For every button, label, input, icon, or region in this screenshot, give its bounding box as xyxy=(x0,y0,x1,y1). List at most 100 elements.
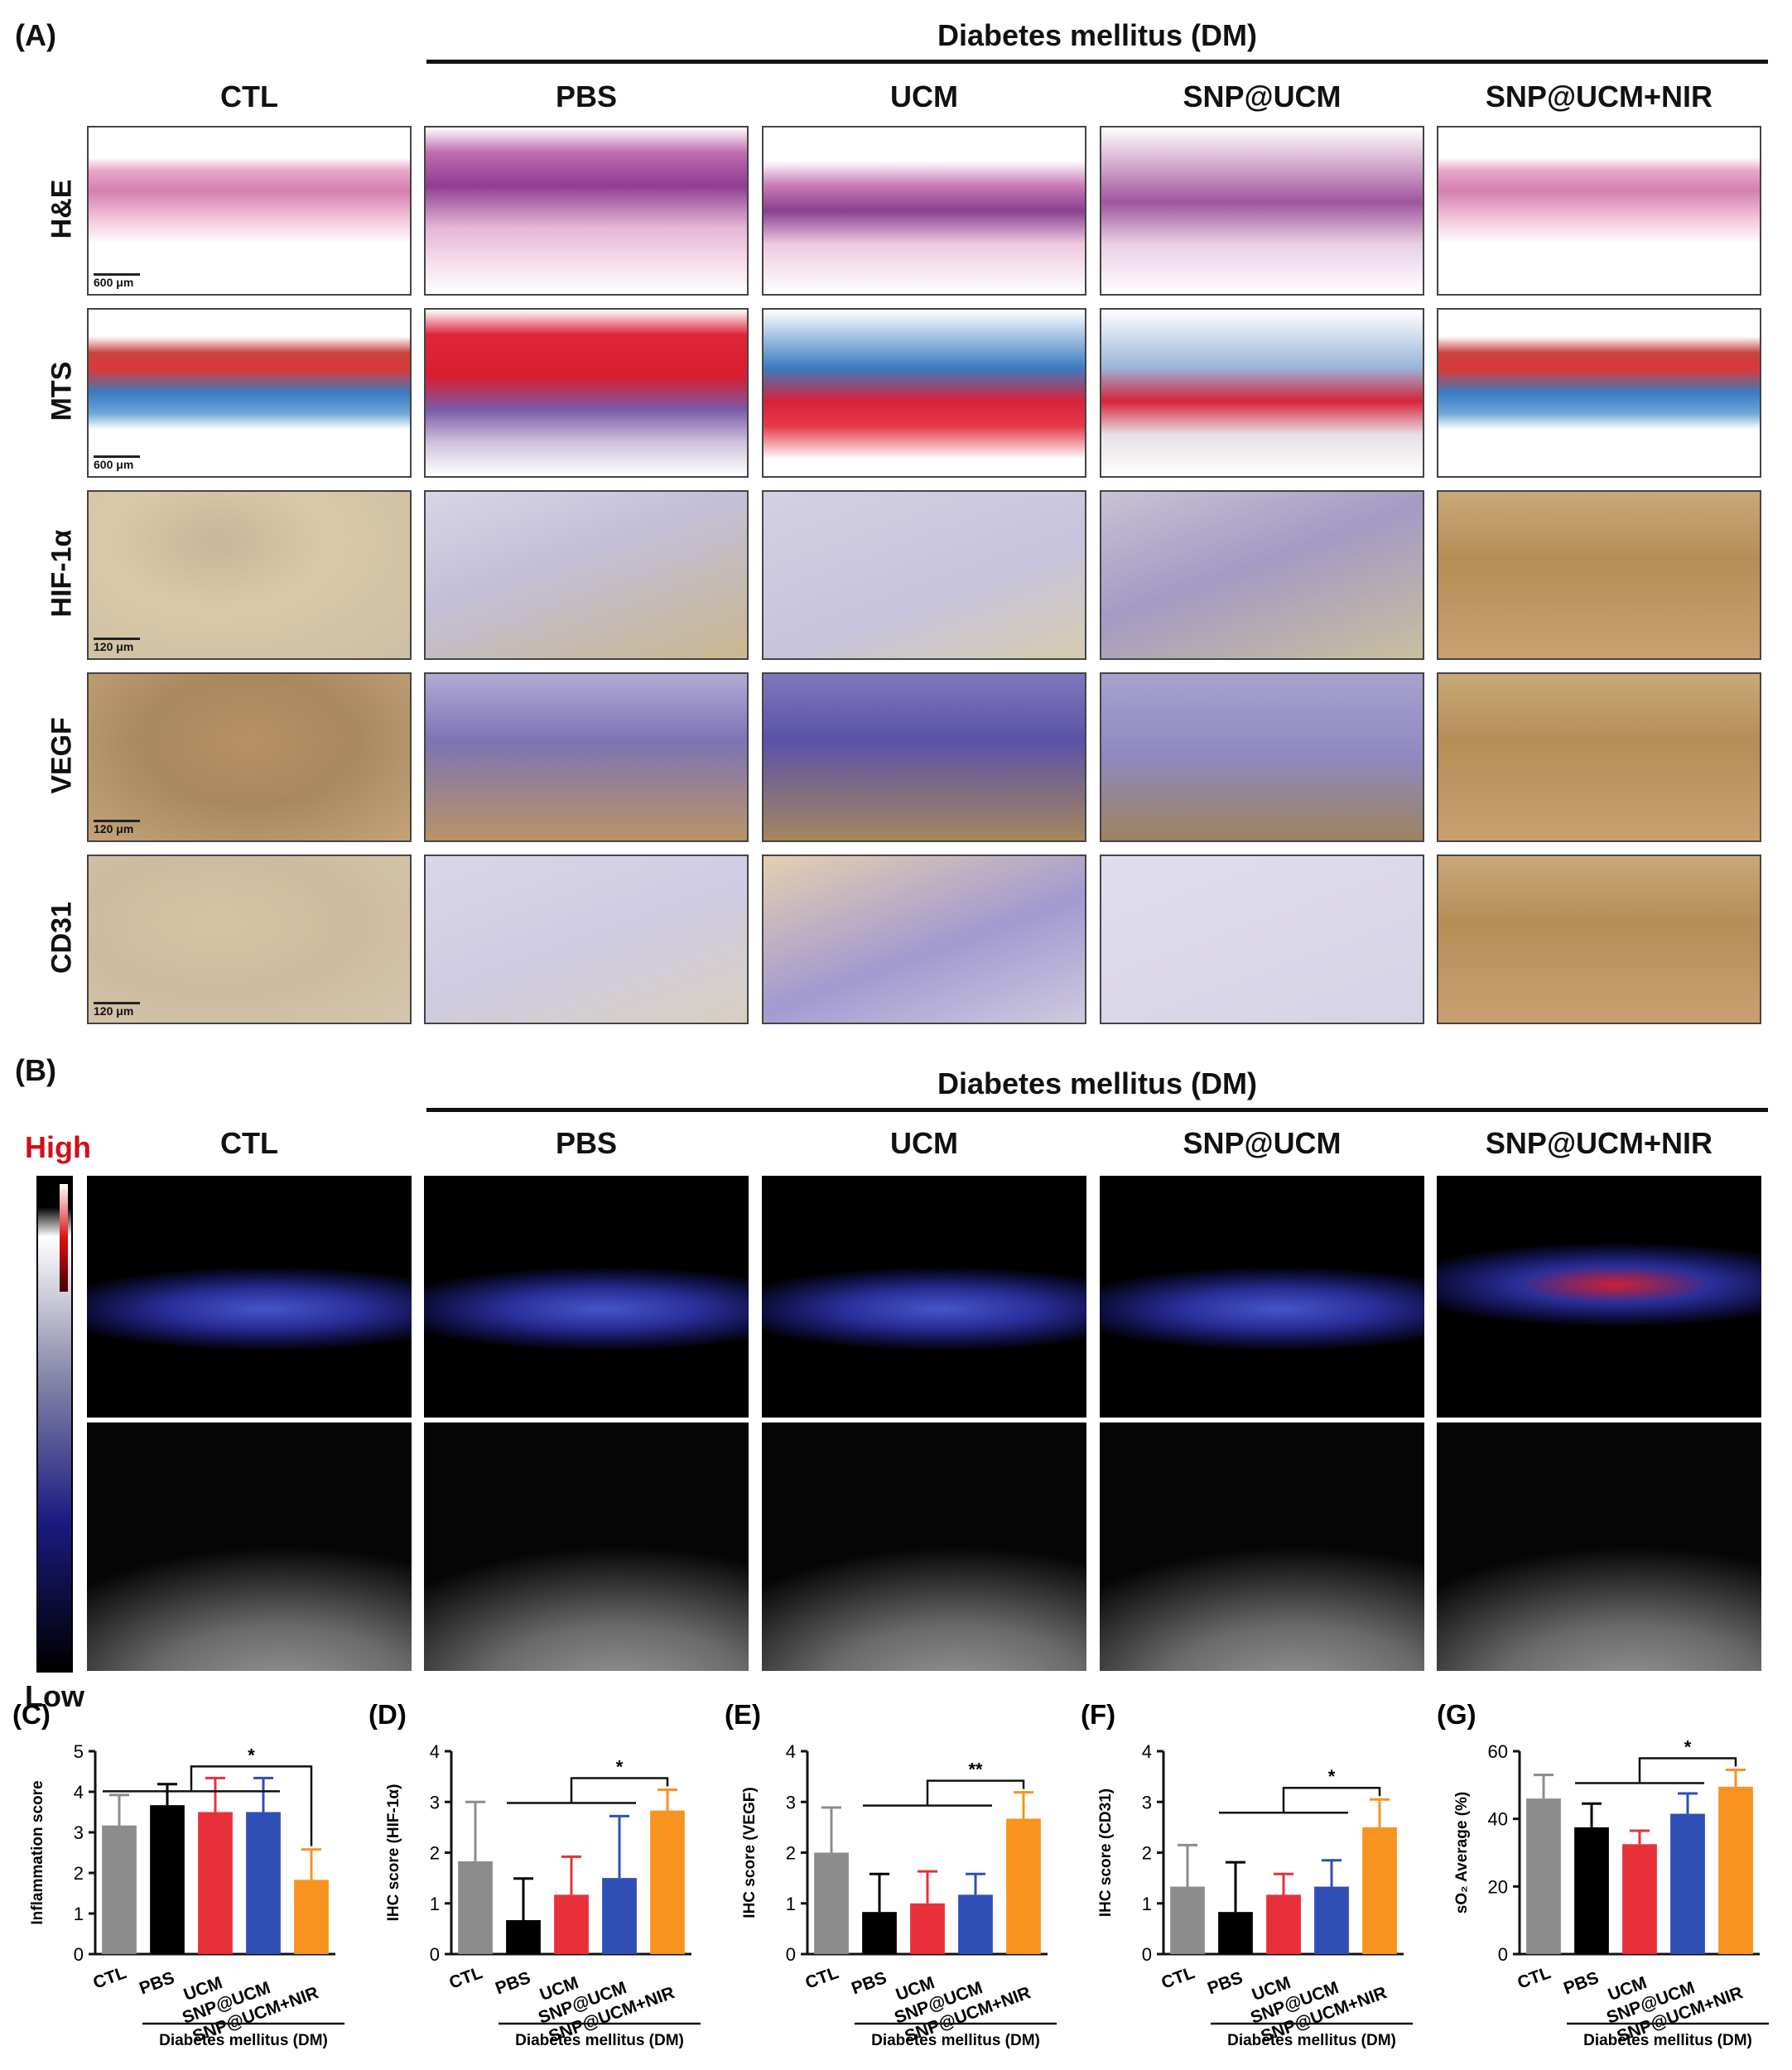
photoacoustic-image-snp-ucm xyxy=(1100,1176,1424,1418)
y-tick-label: 3 xyxy=(1142,1792,1152,1812)
panel-b-column-ucm: UCM xyxy=(890,1126,958,1160)
scale-bar-label: 600 μm xyxy=(94,458,134,471)
micrograph-cd31-snp-ucm-nir xyxy=(1437,854,1761,1024)
bar-pbs xyxy=(862,1912,897,1954)
bar-ucm xyxy=(554,1894,589,1954)
colorbar-low-label: Low xyxy=(25,1679,84,1713)
panel-a-label: (A) xyxy=(15,18,56,52)
significance-marker: * xyxy=(1328,1766,1336,1787)
y-axis-label: IHC score (CD31) xyxy=(1097,1788,1115,1917)
x-tick-label: CTL xyxy=(90,1963,128,1993)
micrograph-vegf-snp-ucm xyxy=(1100,672,1424,842)
dm-group-label: Diabetes mellitus (DM) xyxy=(515,2032,684,2049)
y-tick-label: 1 xyxy=(1142,1894,1152,1914)
significance-bracket xyxy=(1638,1757,1737,1784)
y-axis-label: sO₂ Average (%) xyxy=(1453,1792,1471,1914)
bar-pbs xyxy=(1574,1827,1609,1954)
ultrasound-image-snp-ucm xyxy=(1100,1423,1424,1671)
photoacoustic-image-pbs xyxy=(424,1176,749,1418)
micrograph-h-e-pbs xyxy=(424,126,749,296)
bar-ctl xyxy=(102,1825,137,1954)
micrograph-vegf-snp-ucm-nir xyxy=(1437,672,1761,842)
micrograph-vegf-pbs xyxy=(424,672,749,842)
y-tick-label: 4 xyxy=(1142,1741,1152,1762)
y-tick-label: 1 xyxy=(786,1894,796,1914)
panel-a-group-title: Diabetes mellitus (DM) xyxy=(937,18,1258,52)
x-tick-label: CTL xyxy=(1515,1963,1553,1993)
panel-b-column-snp-ucm: SNP@UCM xyxy=(1183,1126,1342,1160)
y-tick-label: 40 xyxy=(1488,1809,1508,1830)
bar-pbs xyxy=(150,1805,185,1954)
x-tick-label: CTL xyxy=(446,1963,484,1993)
colorbar xyxy=(36,1176,73,1673)
significance-bracket xyxy=(190,1765,313,1846)
y-tick-label: 0 xyxy=(430,1944,440,1965)
bar-snp-ucm xyxy=(1314,1886,1349,1954)
micrograph-mts-snp-ucm xyxy=(1100,308,1424,478)
scale-bar xyxy=(94,820,140,822)
panel-b-column-ctl: CTL xyxy=(220,1126,278,1160)
scale-bar-label: 120 μm xyxy=(94,640,134,653)
micrograph-hif-1-ucm xyxy=(762,490,1086,660)
micrograph-h-e-snp-ucm xyxy=(1100,126,1424,296)
panel-a-row-label-mts: MTS xyxy=(46,361,78,421)
panel-a-row-label-hif-1: HIF-1α xyxy=(46,529,78,617)
y-tick-label: 2 xyxy=(430,1843,440,1864)
chart-panel-label: (F) xyxy=(1081,1699,1115,1730)
y-tick-label: 1 xyxy=(74,1904,84,1924)
y-tick-label: 0 xyxy=(1142,1944,1152,1965)
y-axis-label: IHC score (VEGF) xyxy=(741,1787,759,1918)
photoacoustic-image-ucm xyxy=(762,1176,1086,1418)
y-tick-label: 5 xyxy=(74,1741,84,1762)
significance-bracket xyxy=(570,1777,669,1803)
panel-b-label: (B) xyxy=(15,1053,56,1087)
bar-ucm xyxy=(910,1903,945,1954)
y-tick-label: 3 xyxy=(430,1792,440,1812)
micrograph-hif-1-snp-ucm-nir xyxy=(1437,490,1761,660)
micrograph-hif-1-pbs xyxy=(424,490,749,660)
y-tick-label: 4 xyxy=(786,1741,796,1762)
bar-snp-ucm-nir xyxy=(294,1880,329,1954)
micrograph-mts-ucm xyxy=(762,308,1086,478)
scale-bar-label: 120 μm xyxy=(94,822,134,835)
bar-snp-ucm-nir xyxy=(1718,1786,1753,1954)
panel-b-column-pbs: PBS xyxy=(555,1126,618,1160)
dm-group-label: Diabetes mellitus (DM) xyxy=(1227,2032,1396,2049)
y-tick-label: 3 xyxy=(74,1822,84,1843)
panel-a-row-label-h-e: H&E xyxy=(46,179,78,238)
panel-a-column-ctl: CTL xyxy=(220,79,278,113)
bar-ucm xyxy=(198,1812,233,1954)
significance-marker: * xyxy=(616,1757,624,1778)
panel-a-row-label-vegf: VEGF xyxy=(46,716,78,794)
bar-snp-ucm xyxy=(958,1894,993,1954)
panel-a-column-ucm: UCM xyxy=(890,79,958,113)
micrograph-cd31-ucm xyxy=(762,854,1086,1024)
micrograph-hif-1-snp-ucm xyxy=(1100,490,1424,660)
micrograph-cd31-ctl: 120 μm xyxy=(87,854,412,1024)
photoacoustic-image-snp-ucm-nir xyxy=(1437,1176,1761,1418)
panel-a-column-snp-ucm: SNP@UCM xyxy=(1183,79,1342,113)
bar-pbs xyxy=(506,1919,541,1954)
y-axis-label: IHC score (HIF-1α) xyxy=(385,1784,402,1922)
panel-a-column-snp-ucm-nir: SNP@UCM+NIR xyxy=(1485,79,1713,113)
scale-bar-label: 120 μm xyxy=(94,1004,134,1018)
micrograph-h-e-snp-ucm-nir xyxy=(1437,126,1761,296)
bar-ucm xyxy=(1622,1844,1657,1954)
photoacoustic-image-ctl xyxy=(87,1176,412,1418)
significance-bracket xyxy=(1282,1786,1381,1813)
y-tick-label: 20 xyxy=(1488,1876,1508,1897)
panel-a-row-label-cd31: CD31 xyxy=(46,901,78,974)
x-tick-label: PBS xyxy=(493,1968,532,1998)
scale-bar xyxy=(94,273,140,276)
scale-bar xyxy=(94,638,140,640)
micrograph-vegf-ctl: 120 μm xyxy=(87,672,412,842)
x-tick-label: CTL xyxy=(802,1963,841,1993)
bar-snp-ucm-nir xyxy=(650,1810,685,1954)
y-axis-label: Inflammation score xyxy=(29,1780,46,1924)
panel-a-column-pbs: PBS xyxy=(555,79,618,113)
chart-panel-label: (E) xyxy=(725,1699,761,1730)
dm-group-label: Diabetes mellitus (DM) xyxy=(159,2032,328,2049)
significance-marker: ** xyxy=(968,1760,983,1780)
